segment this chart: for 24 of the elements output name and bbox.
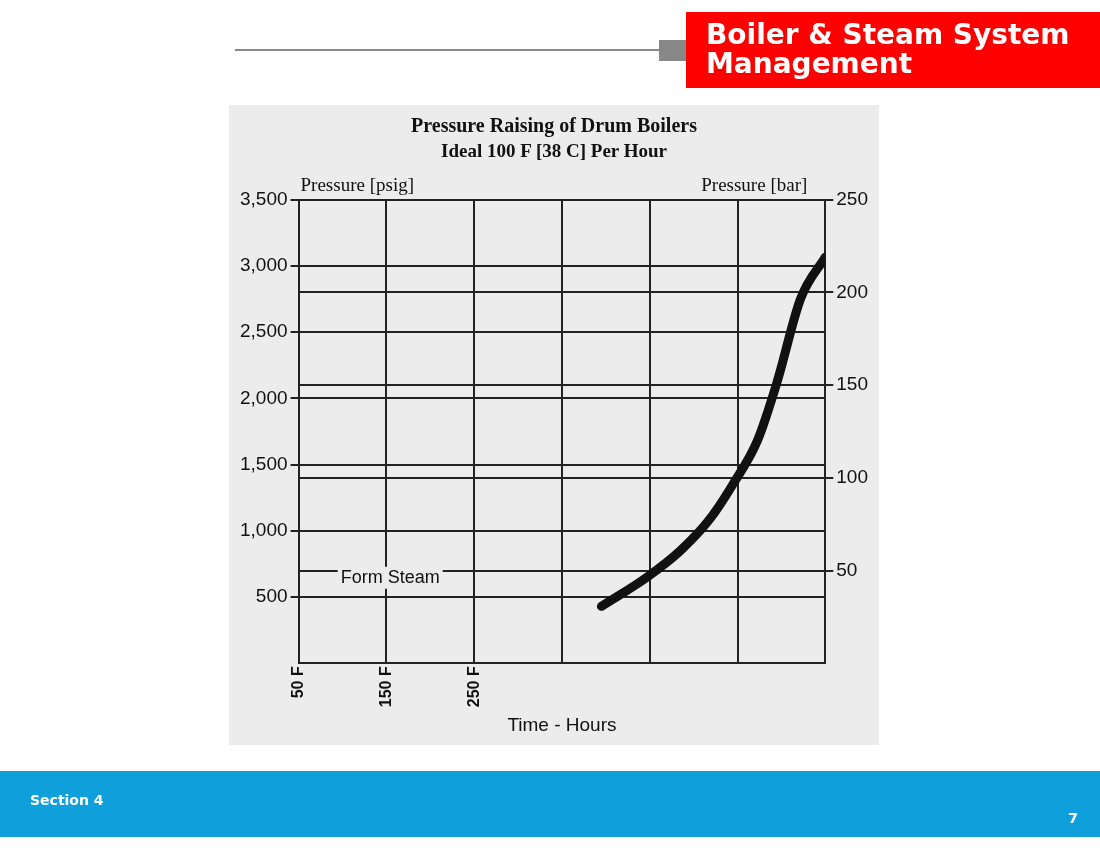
x-tick-label: 50 F <box>288 666 306 699</box>
y2-tick-label: 200 <box>836 280 868 302</box>
x-axis-title: Time - Hours <box>507 713 617 735</box>
y-tick-label: 1,500 <box>240 452 288 474</box>
text: 7 <box>1068 810 1078 826</box>
y-tick-label: 2,000 <box>240 386 288 408</box>
y-tick-label: 500 <box>255 585 288 607</box>
y2-tick-label: 250 <box>836 188 868 210</box>
text: Boiler & Steam System Management <box>686 12 1100 88</box>
y-tick-label: 2,500 <box>240 320 288 342</box>
y2-axis-title: Pressure [bar] <box>701 174 808 196</box>
chart-subtitle: Ideal 100 F [38 C] Per Hour <box>441 140 668 162</box>
y-axis-title: Pressure [psig] <box>300 174 414 196</box>
annotation: Form Steam <box>340 566 440 587</box>
y-tick-label: 3,500 <box>240 188 288 210</box>
y2-tick-label: 50 <box>836 558 858 580</box>
y-tick-label: 1,000 <box>240 519 288 541</box>
x-tick-label: 150 F <box>376 666 394 708</box>
text: Section 4 <box>30 792 104 808</box>
chart-title: Pressure Raising of Drum Boilers <box>411 114 698 138</box>
y-tick-label: 3,000 <box>240 254 288 276</box>
y2-tick-label: 150 <box>836 373 868 395</box>
y2-tick-label: 100 <box>836 466 868 488</box>
x-tick-label: 250 F <box>464 666 482 708</box>
